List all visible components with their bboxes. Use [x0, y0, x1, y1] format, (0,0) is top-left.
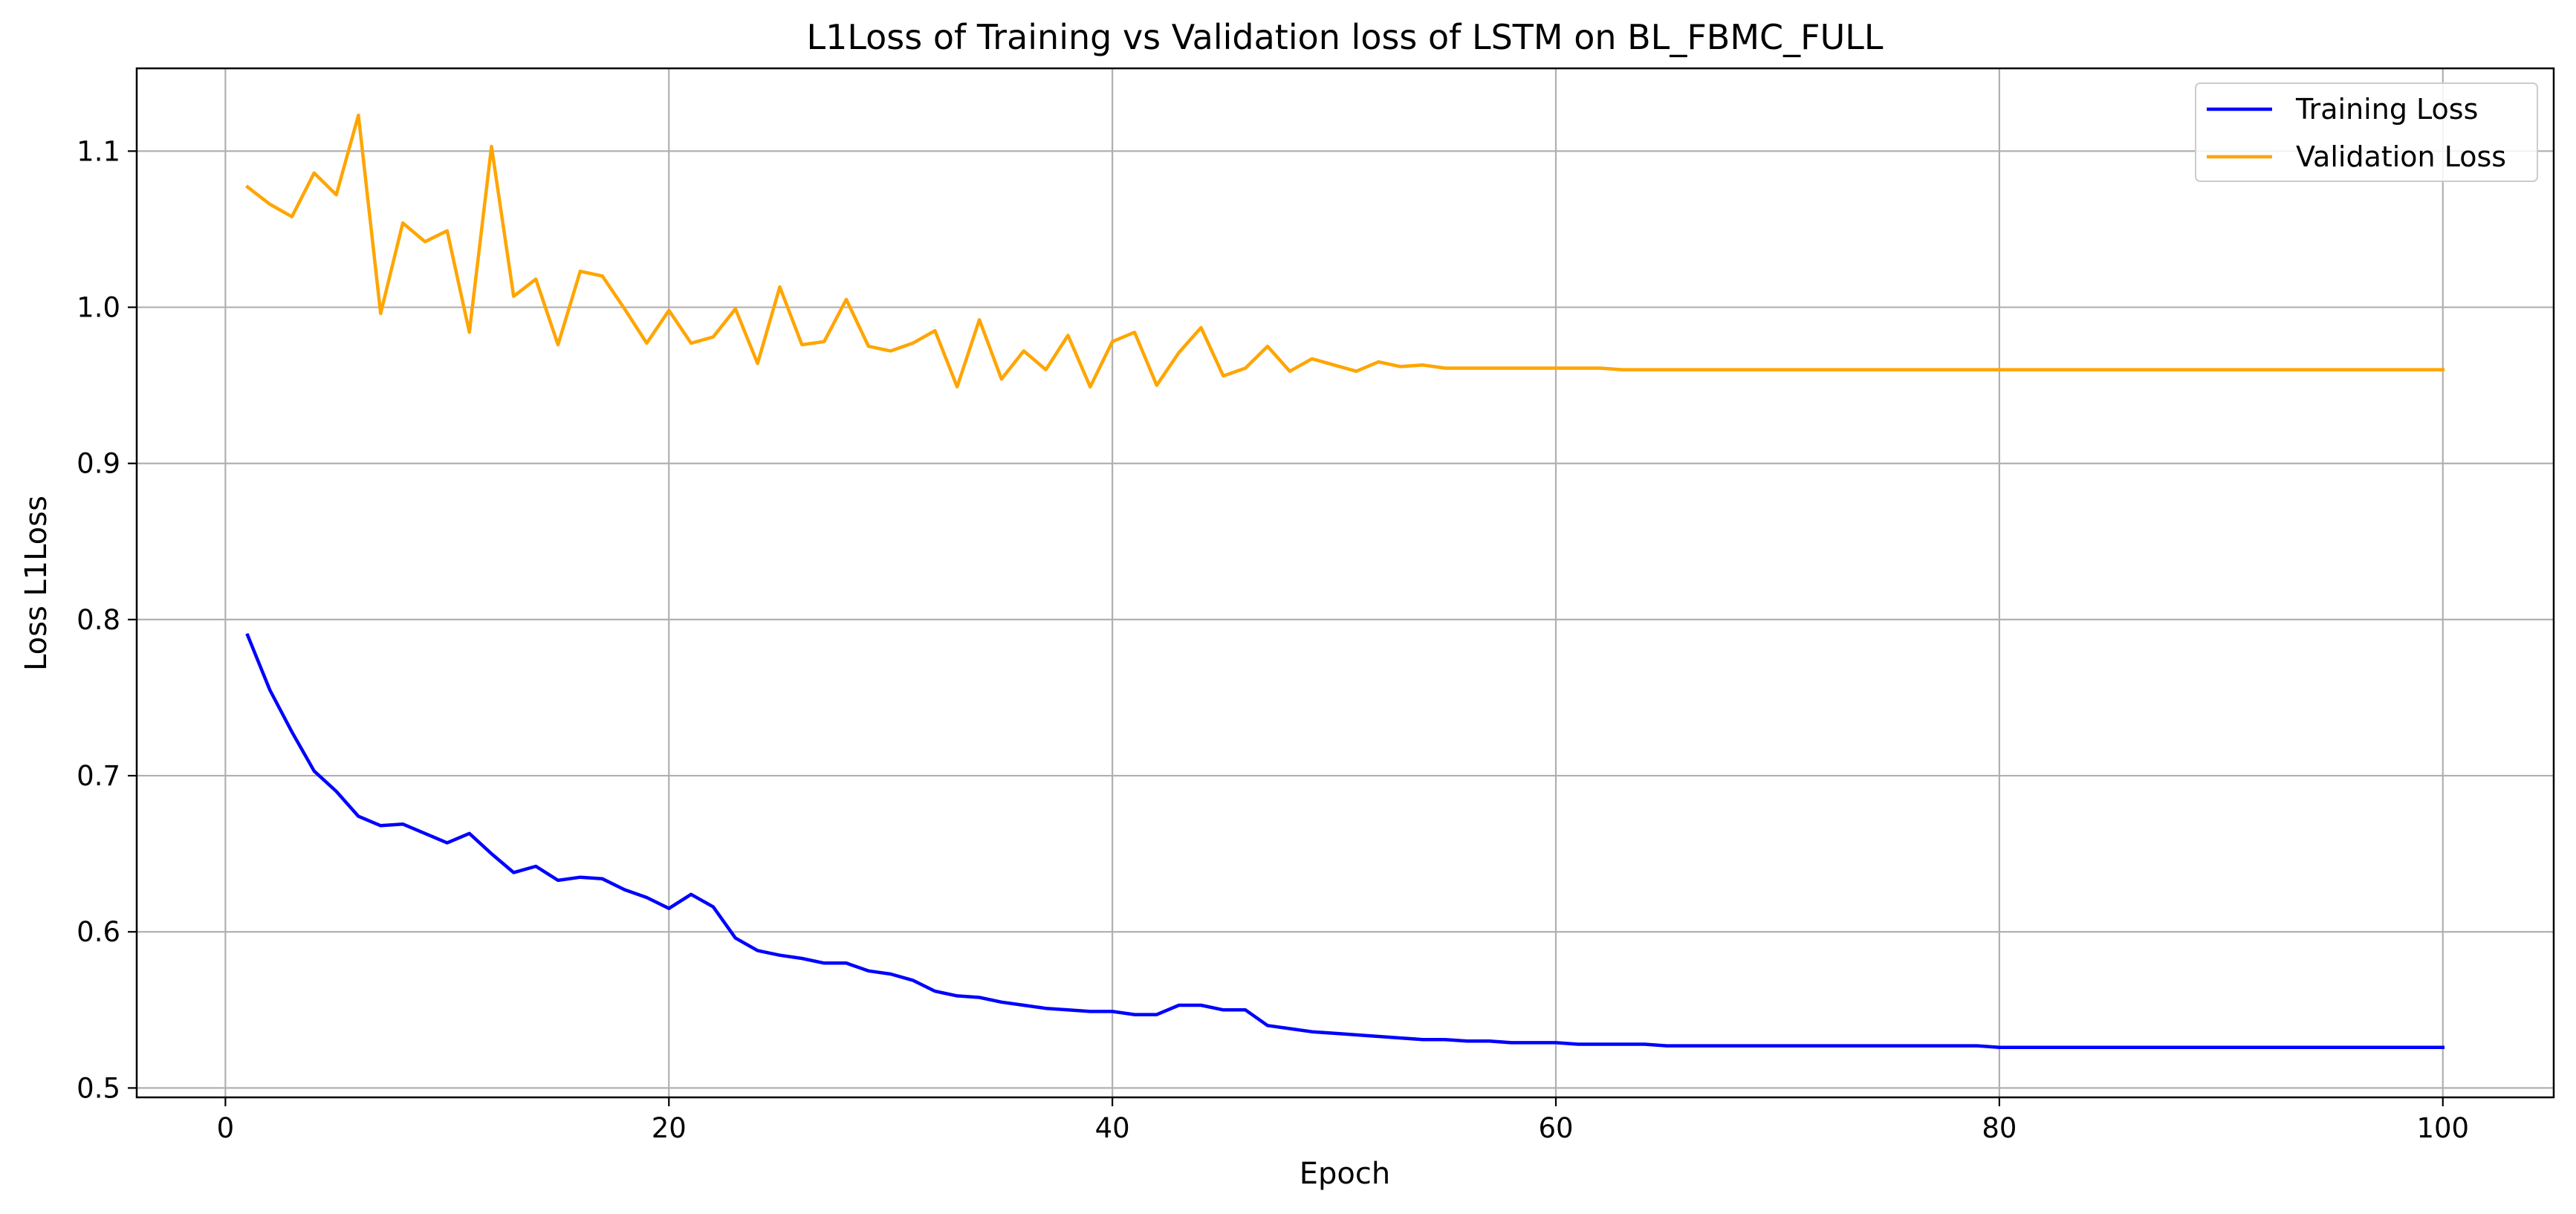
- plot-frame: [135, 67, 2555, 1099]
- legend: Training Loss Validation Loss: [2195, 82, 2538, 182]
- y-tick-label: 0.7: [77, 760, 120, 792]
- legend-box: [2195, 82, 2538, 182]
- chart-title: L1Loss of Training vs Validation loss of…: [806, 17, 1883, 57]
- axis-ticks: 0 20 40 60 80 100 0.5 0.6 0.7 0.8 0.9 1.0 1.1: [77, 135, 2469, 1144]
- x-tick-label: 20: [652, 1112, 687, 1144]
- x-tick-label: 60: [1538, 1112, 1573, 1144]
- series-lines: [245, 113, 2445, 1049]
- series-line-training-loss: [245, 632, 2445, 1049]
- series-line-validation-loss: [245, 113, 2445, 389]
- y-tick-label: 1.0: [77, 292, 120, 324]
- y-axis-label: Loss L1Loss: [19, 496, 53, 671]
- x-tick-label: 80: [1982, 1112, 2017, 1144]
- grid-lines: [137, 68, 2554, 1097]
- y-tick-label: 0.5: [77, 1072, 120, 1104]
- x-tick-label: 0: [217, 1112, 235, 1144]
- y-tick-label: 1.1: [77, 135, 120, 167]
- legend-label-training-loss: Training Loss: [2295, 93, 2478, 126]
- y-tick-label: 0.6: [77, 916, 120, 948]
- legend-label-validation-loss: Validation Loss: [2296, 140, 2506, 173]
- x-tick-label: 40: [1095, 1112, 1130, 1144]
- y-tick-label: 0.9: [77, 448, 120, 480]
- x-axis-label: Epoch: [1300, 1157, 1390, 1191]
- y-tick-label: 0.8: [77, 604, 120, 636]
- x-tick-label: 100: [2416, 1112, 2469, 1144]
